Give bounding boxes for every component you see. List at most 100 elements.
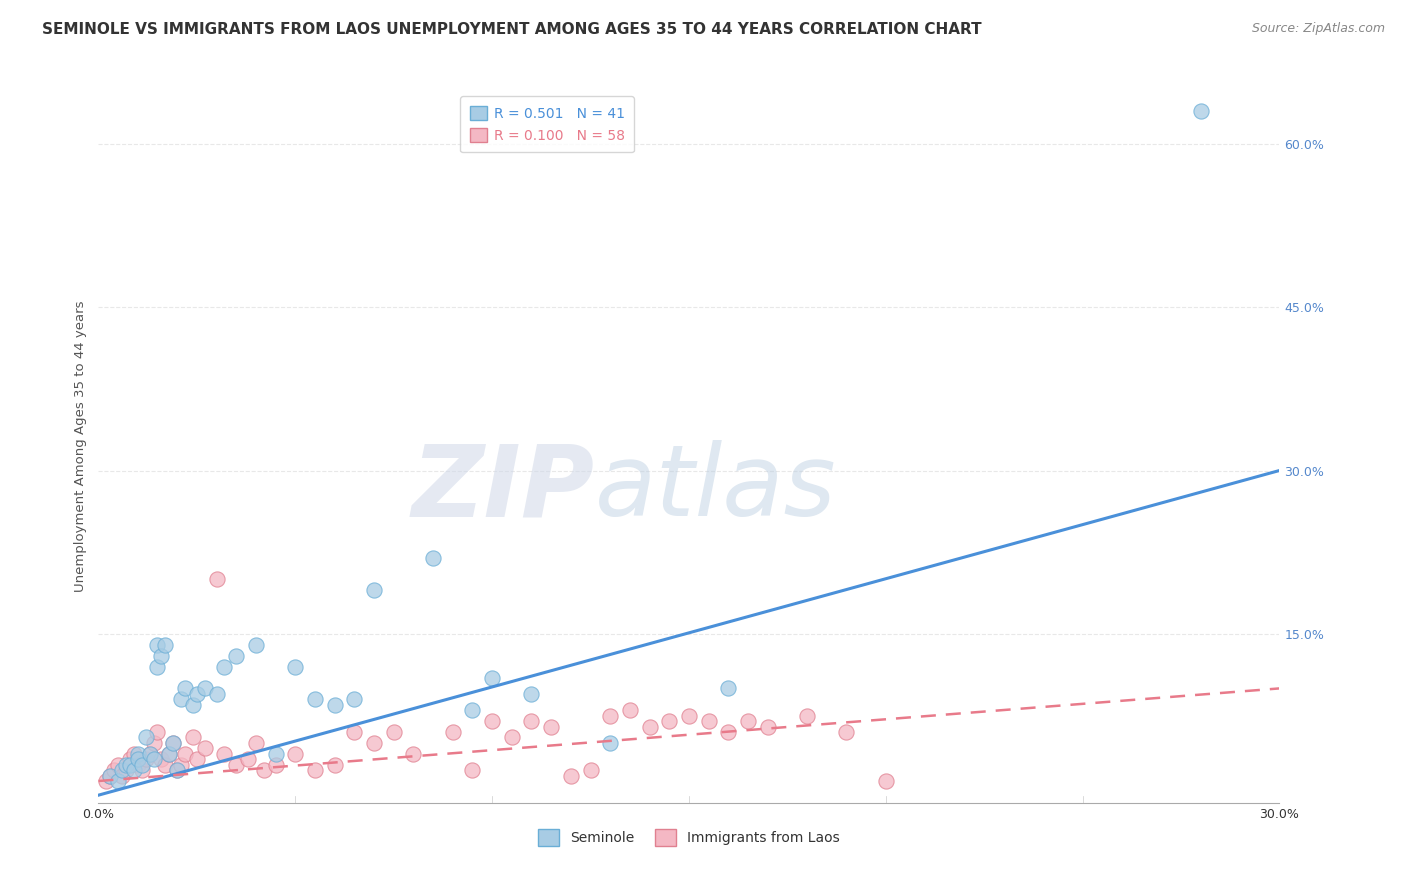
Point	[155, 757, 177, 772]
Point	[155, 638, 177, 652]
Point	[697, 714, 720, 728]
Point	[142, 752, 165, 766]
Point	[796, 708, 818, 723]
Point	[138, 747, 160, 761]
Point	[170, 692, 193, 706]
Point	[166, 763, 188, 777]
Point	[638, 720, 661, 734]
Point	[162, 736, 184, 750]
Point	[127, 757, 149, 772]
Point	[181, 698, 204, 712]
Point	[236, 752, 259, 766]
Point	[174, 681, 197, 696]
Point	[579, 763, 602, 777]
Point	[122, 763, 145, 777]
Point	[245, 638, 267, 652]
Point	[481, 671, 503, 685]
Point	[343, 692, 366, 706]
Point	[194, 741, 217, 756]
Point	[717, 725, 740, 739]
Point	[146, 659, 169, 673]
Point	[98, 768, 121, 782]
Point	[138, 747, 160, 761]
Point	[422, 550, 444, 565]
Point	[402, 747, 425, 761]
Point	[115, 763, 138, 777]
Point	[142, 736, 165, 750]
Point	[225, 648, 247, 663]
Point	[658, 714, 681, 728]
Point	[103, 763, 125, 777]
Point	[115, 757, 138, 772]
Point	[118, 752, 141, 766]
Point	[717, 681, 740, 696]
Point	[678, 708, 700, 723]
Text: Source: ZipAtlas.com: Source: ZipAtlas.com	[1251, 22, 1385, 36]
Point	[170, 757, 193, 772]
Point	[157, 747, 180, 761]
Point	[363, 583, 385, 598]
Point	[157, 747, 180, 761]
Point	[186, 752, 208, 766]
Point	[619, 703, 641, 717]
Point	[264, 757, 287, 772]
Point	[520, 687, 543, 701]
Point	[441, 725, 464, 739]
Point	[245, 736, 267, 750]
Point	[875, 774, 897, 789]
Point	[225, 757, 247, 772]
Point	[323, 698, 346, 712]
Point	[127, 747, 149, 761]
Point	[481, 714, 503, 728]
Point	[304, 763, 326, 777]
Point	[363, 736, 385, 750]
Point	[181, 731, 204, 745]
Point	[146, 725, 169, 739]
Point	[194, 681, 217, 696]
Point	[382, 725, 405, 739]
Point	[98, 768, 121, 782]
Point	[214, 747, 236, 761]
Point	[304, 692, 326, 706]
Point	[118, 757, 141, 772]
Point	[96, 774, 118, 789]
Point	[323, 757, 346, 772]
Point	[150, 752, 173, 766]
Point	[461, 703, 484, 717]
Point	[737, 714, 759, 728]
Point	[174, 747, 197, 761]
Point	[111, 768, 134, 782]
Point	[135, 731, 157, 745]
Point	[343, 725, 366, 739]
Point	[1189, 103, 1212, 118]
Point	[214, 659, 236, 673]
Legend: Seminole, Immigrants from Laos: Seminole, Immigrants from Laos	[531, 822, 846, 853]
Text: ZIP: ZIP	[412, 441, 595, 537]
Point	[560, 768, 582, 782]
Point	[756, 720, 779, 734]
Point	[599, 736, 621, 750]
Point	[284, 747, 307, 761]
Text: atlas: atlas	[595, 441, 837, 537]
Point	[540, 720, 562, 734]
Point	[166, 763, 188, 777]
Point	[501, 731, 523, 745]
Point	[520, 714, 543, 728]
Point	[150, 648, 173, 663]
Point	[107, 757, 129, 772]
Point	[122, 747, 145, 761]
Point	[135, 752, 157, 766]
Point	[284, 659, 307, 673]
Point	[107, 774, 129, 789]
Point	[111, 763, 134, 777]
Point	[131, 763, 153, 777]
Point	[127, 752, 149, 766]
Point	[205, 573, 228, 587]
Point	[186, 687, 208, 701]
Point	[162, 736, 184, 750]
Point	[461, 763, 484, 777]
Point	[264, 747, 287, 761]
Point	[146, 638, 169, 652]
Point	[599, 708, 621, 723]
Text: SEMINOLE VS IMMIGRANTS FROM LAOS UNEMPLOYMENT AMONG AGES 35 TO 44 YEARS CORRELAT: SEMINOLE VS IMMIGRANTS FROM LAOS UNEMPLO…	[42, 22, 981, 37]
